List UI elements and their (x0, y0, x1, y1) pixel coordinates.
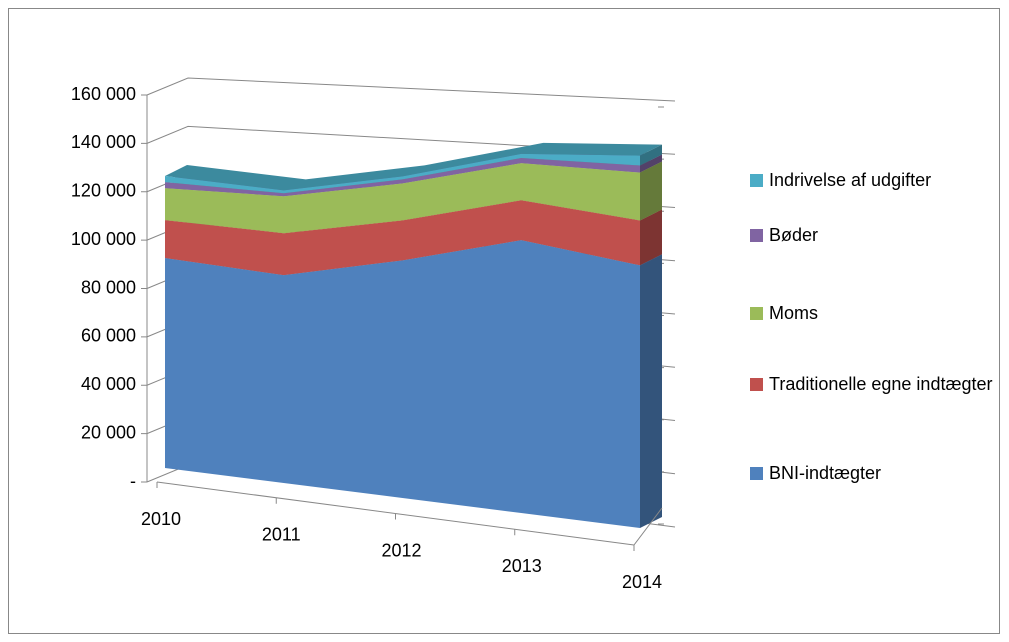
grid-line (146, 125, 676, 155)
legend-swatch (750, 307, 763, 320)
area (165, 240, 640, 528)
x-axis-depth (633, 507, 663, 546)
legend-label: Bøder (769, 225, 819, 245)
x-tick-label: 2011 (262, 525, 301, 545)
legend-swatch (750, 467, 763, 480)
area (165, 200, 640, 276)
y-tick-label: 60 000 (81, 326, 136, 346)
y-tick-label: 80 000 (81, 277, 136, 297)
legend-label: Traditionelle egne indtægter (769, 374, 993, 394)
y-tick-label: 120 000 (71, 181, 136, 201)
area-side (640, 154, 662, 173)
legend-item: Traditionelle egne indtægter (750, 372, 995, 396)
legend-label: BNI-indtægter (769, 463, 882, 483)
area-top (165, 142, 662, 191)
area (165, 163, 640, 234)
area-side (640, 144, 662, 166)
y-tick-label: 20 000 (81, 422, 136, 442)
area-side (640, 254, 662, 529)
grid-line (146, 77, 676, 102)
legend-label: Moms (769, 303, 818, 323)
x-tick-label: 2013 (502, 556, 542, 576)
y-tick-label: 140 000 (71, 132, 136, 152)
x-tick-label: 2010 (141, 509, 181, 529)
area-side (640, 209, 662, 266)
x-tick-label: 2014 (622, 572, 662, 592)
y-tick-label: - (130, 471, 136, 491)
x-tick-label: 2012 (381, 540, 421, 560)
legend-item: BNI-indtægter (750, 461, 995, 485)
y-tick-label: 160 000 (71, 84, 136, 104)
area-side (640, 161, 662, 221)
area (165, 153, 640, 194)
legend-swatch (750, 174, 763, 187)
legend-label: Indrivelse af udgifter (769, 170, 932, 190)
legend-swatch (750, 378, 763, 391)
legend-item: Bøder (750, 223, 995, 247)
legend-item: Indrivelse af udgifter (750, 168, 995, 192)
legend-item: Moms (750, 301, 995, 325)
y-tick-label: 100 000 (71, 229, 136, 249)
y-tick-label: 40 000 (81, 374, 136, 394)
legend-swatch (750, 229, 763, 242)
